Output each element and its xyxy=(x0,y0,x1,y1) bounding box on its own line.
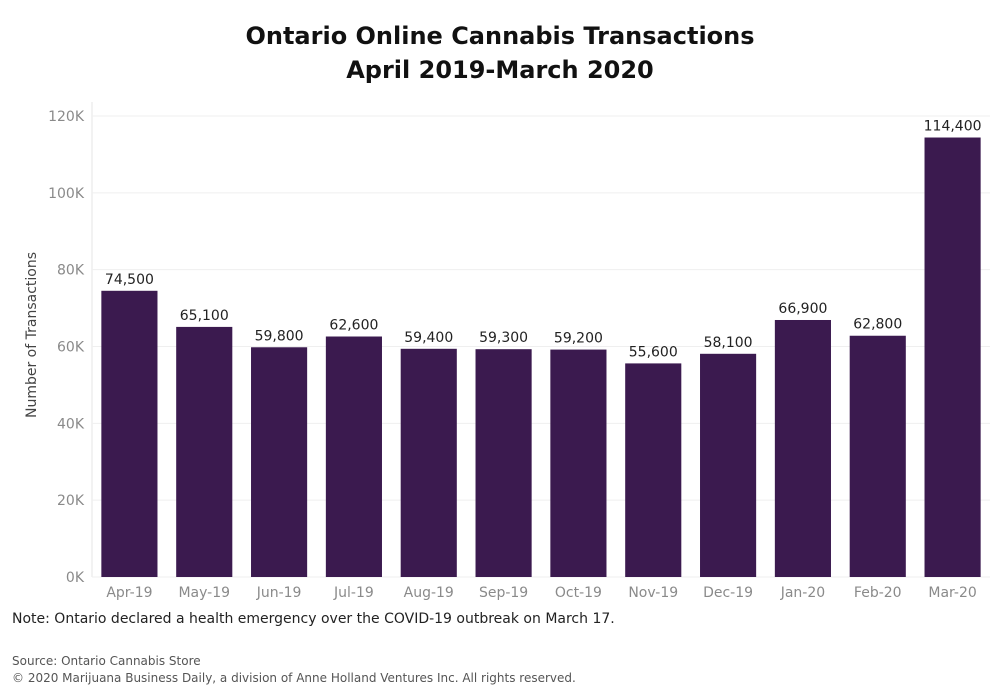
bar xyxy=(550,349,607,577)
bar xyxy=(475,349,532,577)
source-text: Source: Ontario Cannabis Store xyxy=(12,654,201,668)
bar-value-label: 59,200 xyxy=(554,331,603,347)
y-tick-label: 40K xyxy=(57,416,85,432)
bar-value-label: 59,300 xyxy=(479,330,528,346)
y-tick-label: 80K xyxy=(57,263,85,279)
x-tick-label: May-19 xyxy=(178,585,230,601)
bar-value-label: 66,900 xyxy=(778,301,827,317)
y-tick-label: 20K xyxy=(57,493,85,509)
x-tick-label: Nov-19 xyxy=(628,585,678,601)
bar-value-label: 114,400 xyxy=(924,119,982,135)
x-tick-label: Sep-19 xyxy=(479,585,528,601)
data-labels: 74,500 65,100 59,800 62,600 59,400 59,300 59,2… xyxy=(105,119,982,361)
bar xyxy=(849,335,906,577)
bar xyxy=(400,348,457,577)
bars xyxy=(101,137,981,577)
x-tick-label: Jun-19 xyxy=(256,585,302,601)
x-tick-label: Dec-19 xyxy=(703,585,753,601)
gridlines xyxy=(91,102,990,578)
y-tick-label: 60K xyxy=(57,340,85,356)
x-axis-ticks: Apr-19 May-19 Jun-19 Jul-19 Aug-19 Sep-19 Oct-… xyxy=(106,585,976,601)
x-tick-label: Feb-20 xyxy=(854,585,902,601)
bar-value-label: 55,600 xyxy=(629,344,678,360)
bar-value-label: 58,100 xyxy=(704,335,753,351)
bar xyxy=(325,336,382,577)
bar xyxy=(176,326,233,577)
y-tick-label: 0K xyxy=(66,570,85,586)
bar-value-label: 62,800 xyxy=(853,317,902,333)
bar-value-label: 65,100 xyxy=(180,308,229,324)
chart-subtitle: April 2019-March 2020 xyxy=(346,56,654,84)
bar-value-label: 59,800 xyxy=(255,328,304,344)
bar-value-label: 62,600 xyxy=(329,318,378,334)
bar xyxy=(625,363,682,577)
y-axis-label: Number of Transactions xyxy=(24,252,40,418)
bar xyxy=(101,290,158,577)
x-tick-label: Aug-19 xyxy=(404,585,454,601)
bar xyxy=(251,347,308,577)
bar-value-label: 74,500 xyxy=(105,272,154,288)
y-axis-ticks: 0K 20K 40K 60K 80K 100K 120K xyxy=(48,109,85,586)
x-tick-label: Oct-19 xyxy=(555,585,602,601)
bar xyxy=(924,137,981,577)
copyright-text: © 2020 Marijuana Business Daily, a divis… xyxy=(12,671,576,685)
chart-title: Ontario Online Cannabis Transactions xyxy=(245,22,755,50)
y-tick-label: 120K xyxy=(48,109,85,125)
x-tick-label: Apr-19 xyxy=(106,585,152,601)
x-tick-label: Jul-19 xyxy=(333,585,374,601)
bar-value-label: 59,400 xyxy=(404,330,453,346)
bar xyxy=(700,353,757,577)
x-tick-label: Jan-20 xyxy=(780,585,825,601)
y-tick-label: 100K xyxy=(48,186,85,202)
x-tick-label: Mar-20 xyxy=(928,585,976,601)
bar xyxy=(774,319,831,577)
footnote: Note: Ontario declared a health emergenc… xyxy=(12,611,615,627)
